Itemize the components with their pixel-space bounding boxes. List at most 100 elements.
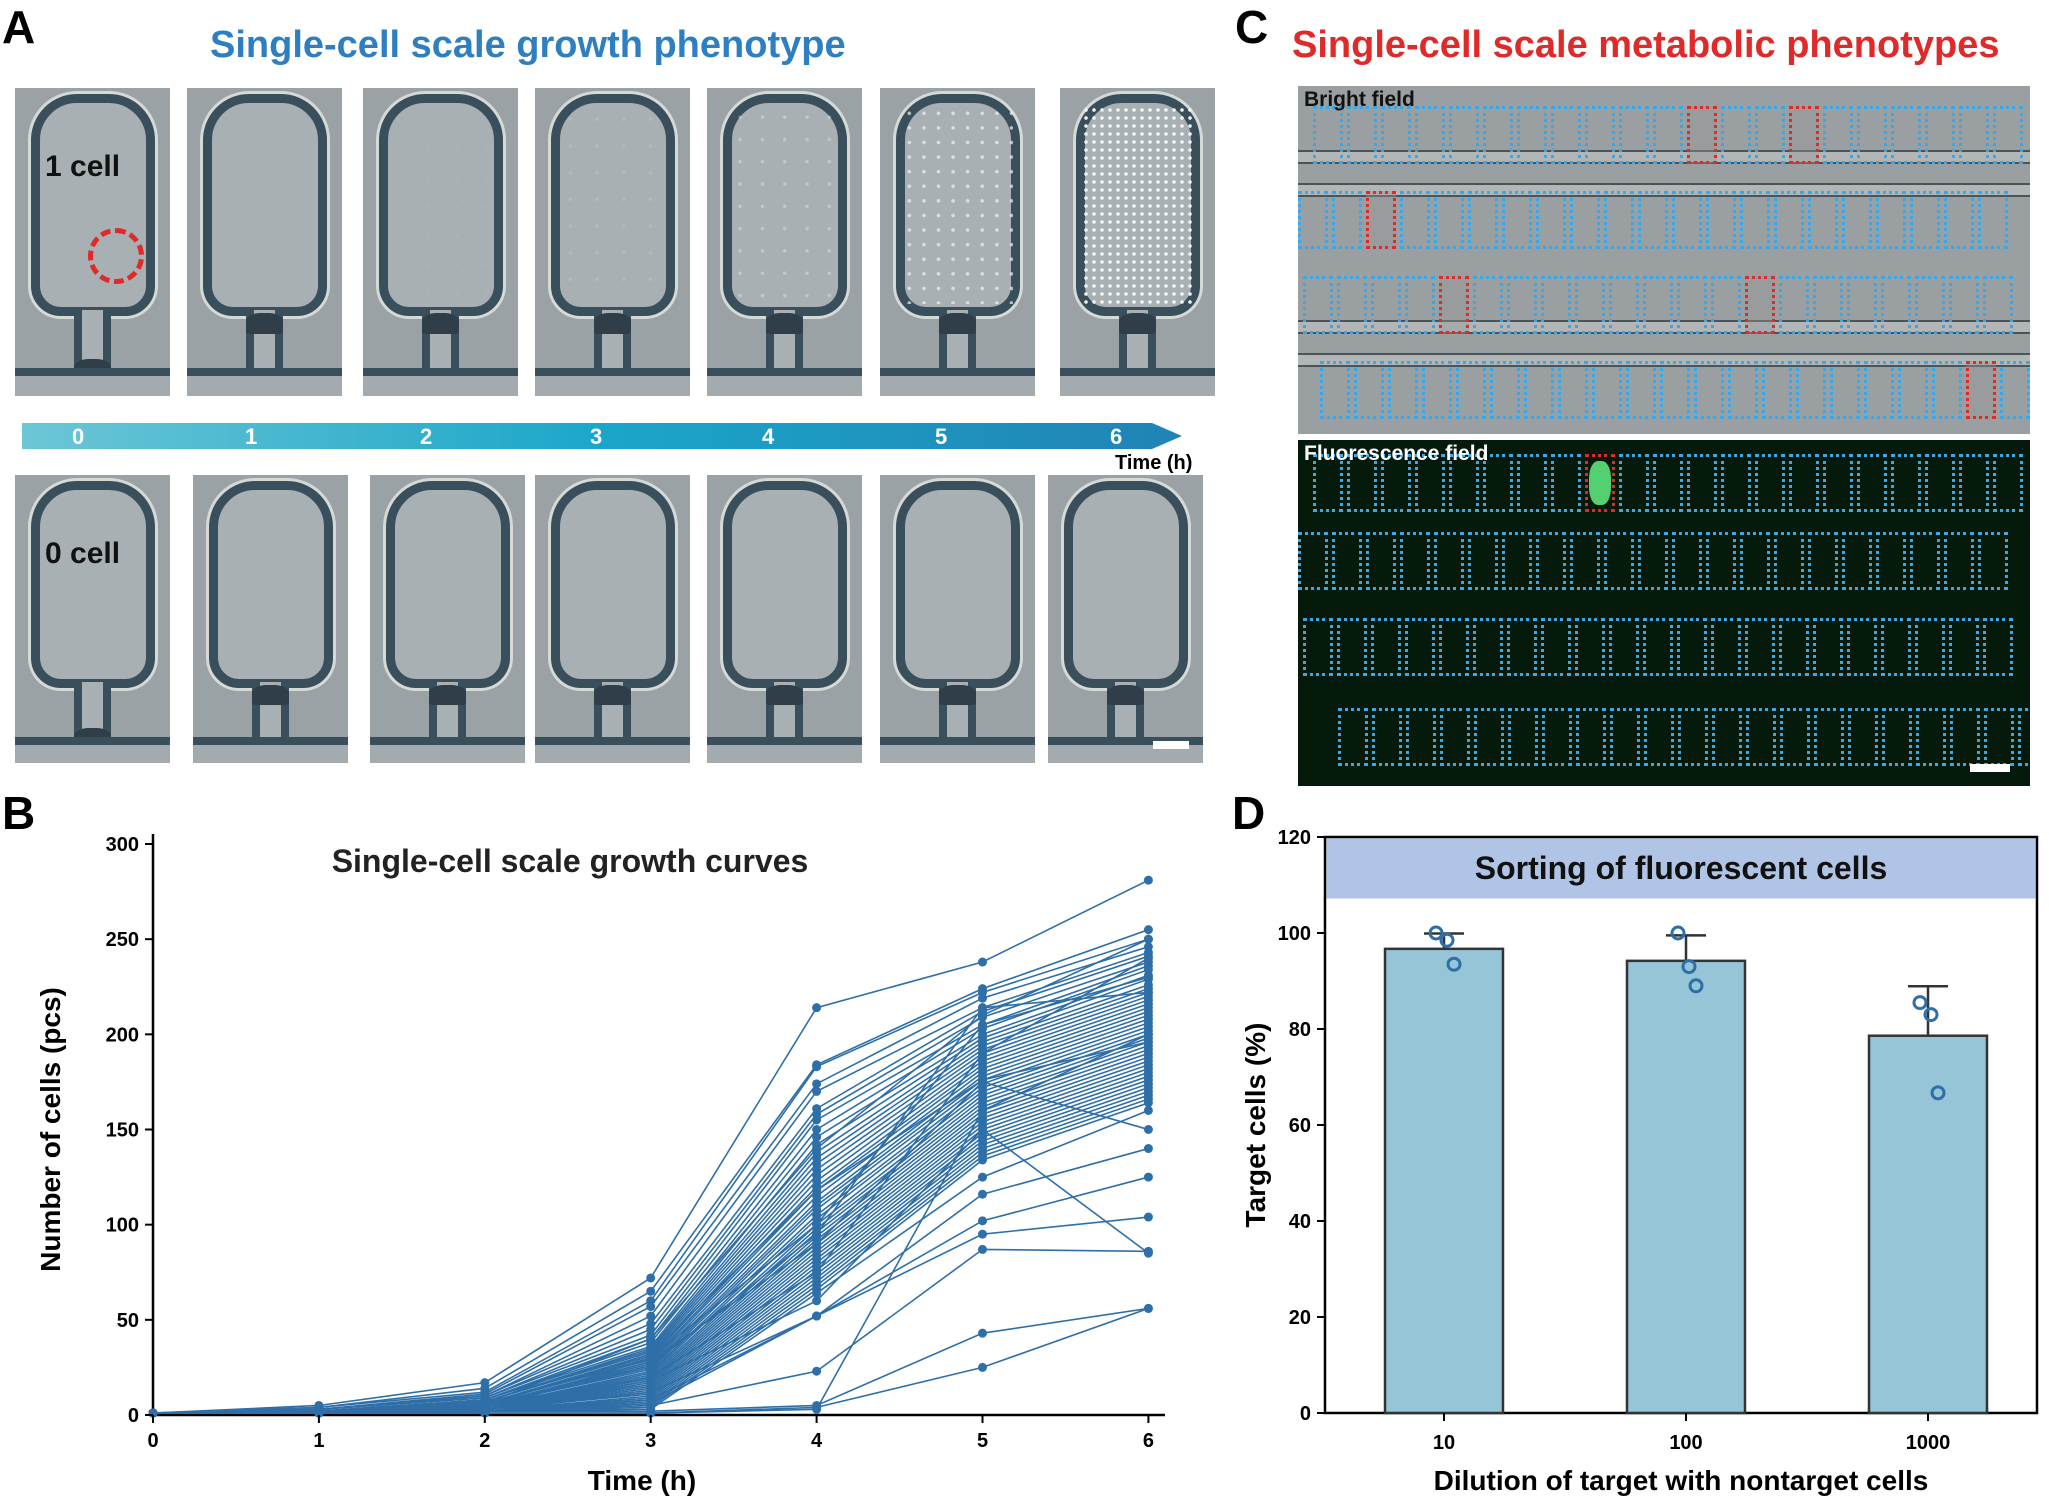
y-tick-label: 150 xyxy=(106,1120,139,1142)
microchamber xyxy=(208,480,333,689)
growth-data-point xyxy=(978,1244,988,1254)
timeline-tick-6: 6 xyxy=(1110,424,1123,449)
fluorescence-chamber xyxy=(1745,618,1775,676)
main-channel xyxy=(363,368,518,396)
main-channel xyxy=(187,368,342,396)
bright-field-chamber xyxy=(1502,191,1532,249)
growth-data-point xyxy=(1143,972,1153,982)
bright-field-chamber xyxy=(1993,106,2023,164)
fluorescence-field-image: Fluorescence field xyxy=(1298,440,2030,786)
fluorescence-chamber xyxy=(1313,454,1343,512)
micrograph-bottom-6 xyxy=(1048,475,1203,763)
bright-field-chamber xyxy=(1320,361,1350,419)
fluorescence-chamber xyxy=(1984,708,2014,766)
fluorescence-chamber xyxy=(1619,454,1649,512)
fluorescence-chamber xyxy=(1338,708,1368,766)
y-axis-label: Target cells (%) xyxy=(1240,1023,1271,1228)
bar-100 xyxy=(1625,959,1747,1415)
x-tick-label: 100 xyxy=(1669,1432,1702,1454)
growth-data-point xyxy=(1143,1172,1153,1182)
bright-field-chamber xyxy=(1456,361,1486,419)
fluorescence-chamber xyxy=(1604,532,1634,590)
microchamber xyxy=(30,480,155,689)
title-band xyxy=(1326,838,2036,899)
bright-field-chamber xyxy=(1575,276,1605,334)
growth-data-point xyxy=(1143,1098,1153,1108)
bright-field-chamber xyxy=(1604,191,1634,249)
y-tick-label: 100 xyxy=(106,1215,139,1237)
bright-field-chamber xyxy=(1774,191,1804,249)
fluorescence-chamber xyxy=(1570,532,1600,590)
fluorescence-chamber xyxy=(1298,532,1328,590)
fluorescence-chamber xyxy=(1808,532,1838,590)
one-cell-label: 1 cell xyxy=(45,150,121,183)
fluorescence-chamber xyxy=(1483,454,1513,512)
bright-field-chamber xyxy=(1415,106,1445,164)
bright-field-chamber xyxy=(1643,276,1673,334)
y-tick-label: 250 xyxy=(106,929,139,951)
growth-data-point xyxy=(812,1115,822,1125)
bright-field-chamber xyxy=(1660,361,1690,419)
growth-data-point xyxy=(978,1048,988,1058)
growth-data-point xyxy=(978,993,988,1003)
growth-data-point xyxy=(646,1357,656,1367)
bright-field-chamber xyxy=(1570,191,1600,249)
fluorescence-chamber xyxy=(1474,708,1504,766)
micrograph-top-1 xyxy=(187,88,342,396)
bright-field-chamber xyxy=(1740,191,1770,249)
growth-data-point xyxy=(812,1311,822,1321)
x-tick-label: 4 xyxy=(811,1430,823,1452)
bright-field-chamber xyxy=(1847,276,1877,334)
fluorescence-chamber xyxy=(1774,532,1804,590)
fluorescence-chamber xyxy=(1440,708,1470,766)
bright-field-chamber xyxy=(1449,106,1479,164)
fluorescence-chamber xyxy=(1541,618,1571,676)
oil-plug xyxy=(251,685,290,706)
fluorescence-chamber xyxy=(1779,618,1809,676)
main-channel xyxy=(193,737,348,763)
time-axis-arrow: 0 1 2 3 4 5 6 xyxy=(22,420,1184,452)
fluorescence-chamber xyxy=(1507,618,1537,676)
replicate-point xyxy=(1439,932,1455,948)
time-arrow-svg xyxy=(22,423,1182,449)
growing-cells xyxy=(384,106,497,304)
fluorescence-chamber xyxy=(1610,708,1640,766)
oil-plug xyxy=(1106,685,1145,706)
micrograph-top-0: 1 cell xyxy=(15,88,170,396)
fluorescence-chamber xyxy=(1950,708,1980,766)
growth-data-point xyxy=(1143,934,1153,944)
fluorescence-chamber xyxy=(1721,454,1751,512)
fluorescence-chamber xyxy=(1711,618,1741,676)
bright-field-chamber xyxy=(1507,276,1537,334)
main-channel xyxy=(880,368,1035,396)
scale-bar xyxy=(1153,741,1189,749)
bright-field-chamber xyxy=(1706,191,1736,249)
fluorescence-chamber xyxy=(1857,454,1887,512)
main-channel xyxy=(880,737,1035,763)
growing-cells xyxy=(1081,106,1194,304)
main-channel xyxy=(15,368,170,396)
growth-data-point xyxy=(1143,1144,1153,1154)
bright-field-chamber xyxy=(1388,361,1418,419)
panel-a-letter: A xyxy=(2,1,36,53)
bright-field-chamber xyxy=(1728,361,1758,419)
x-axis-label: Time (h) xyxy=(588,1465,696,1496)
micrograph-bottom-1 xyxy=(193,475,348,763)
oil-plug xyxy=(421,312,460,335)
replicate-point xyxy=(1670,925,1686,941)
bright-field-chamber xyxy=(1609,276,1639,334)
fluorescence-chamber xyxy=(1653,454,1683,512)
bright-field-chamber xyxy=(1978,191,2008,249)
fluorescence-chamber xyxy=(1882,708,1912,766)
oil-plug xyxy=(593,685,632,706)
growth-data-point xyxy=(978,957,988,967)
fluorescence-chamber xyxy=(1915,618,1945,676)
panel-d-letter: D xyxy=(1232,787,1266,839)
zero-cell-label: 0 cell xyxy=(45,537,121,570)
bright-field-chamber xyxy=(1434,191,1464,249)
bright-field-chamber xyxy=(1830,361,1860,419)
micrograph-bottom-3 xyxy=(535,475,690,763)
growth-data-point xyxy=(978,1155,988,1165)
main-channel xyxy=(707,368,862,396)
timeline-tick-2: 2 xyxy=(420,424,433,449)
